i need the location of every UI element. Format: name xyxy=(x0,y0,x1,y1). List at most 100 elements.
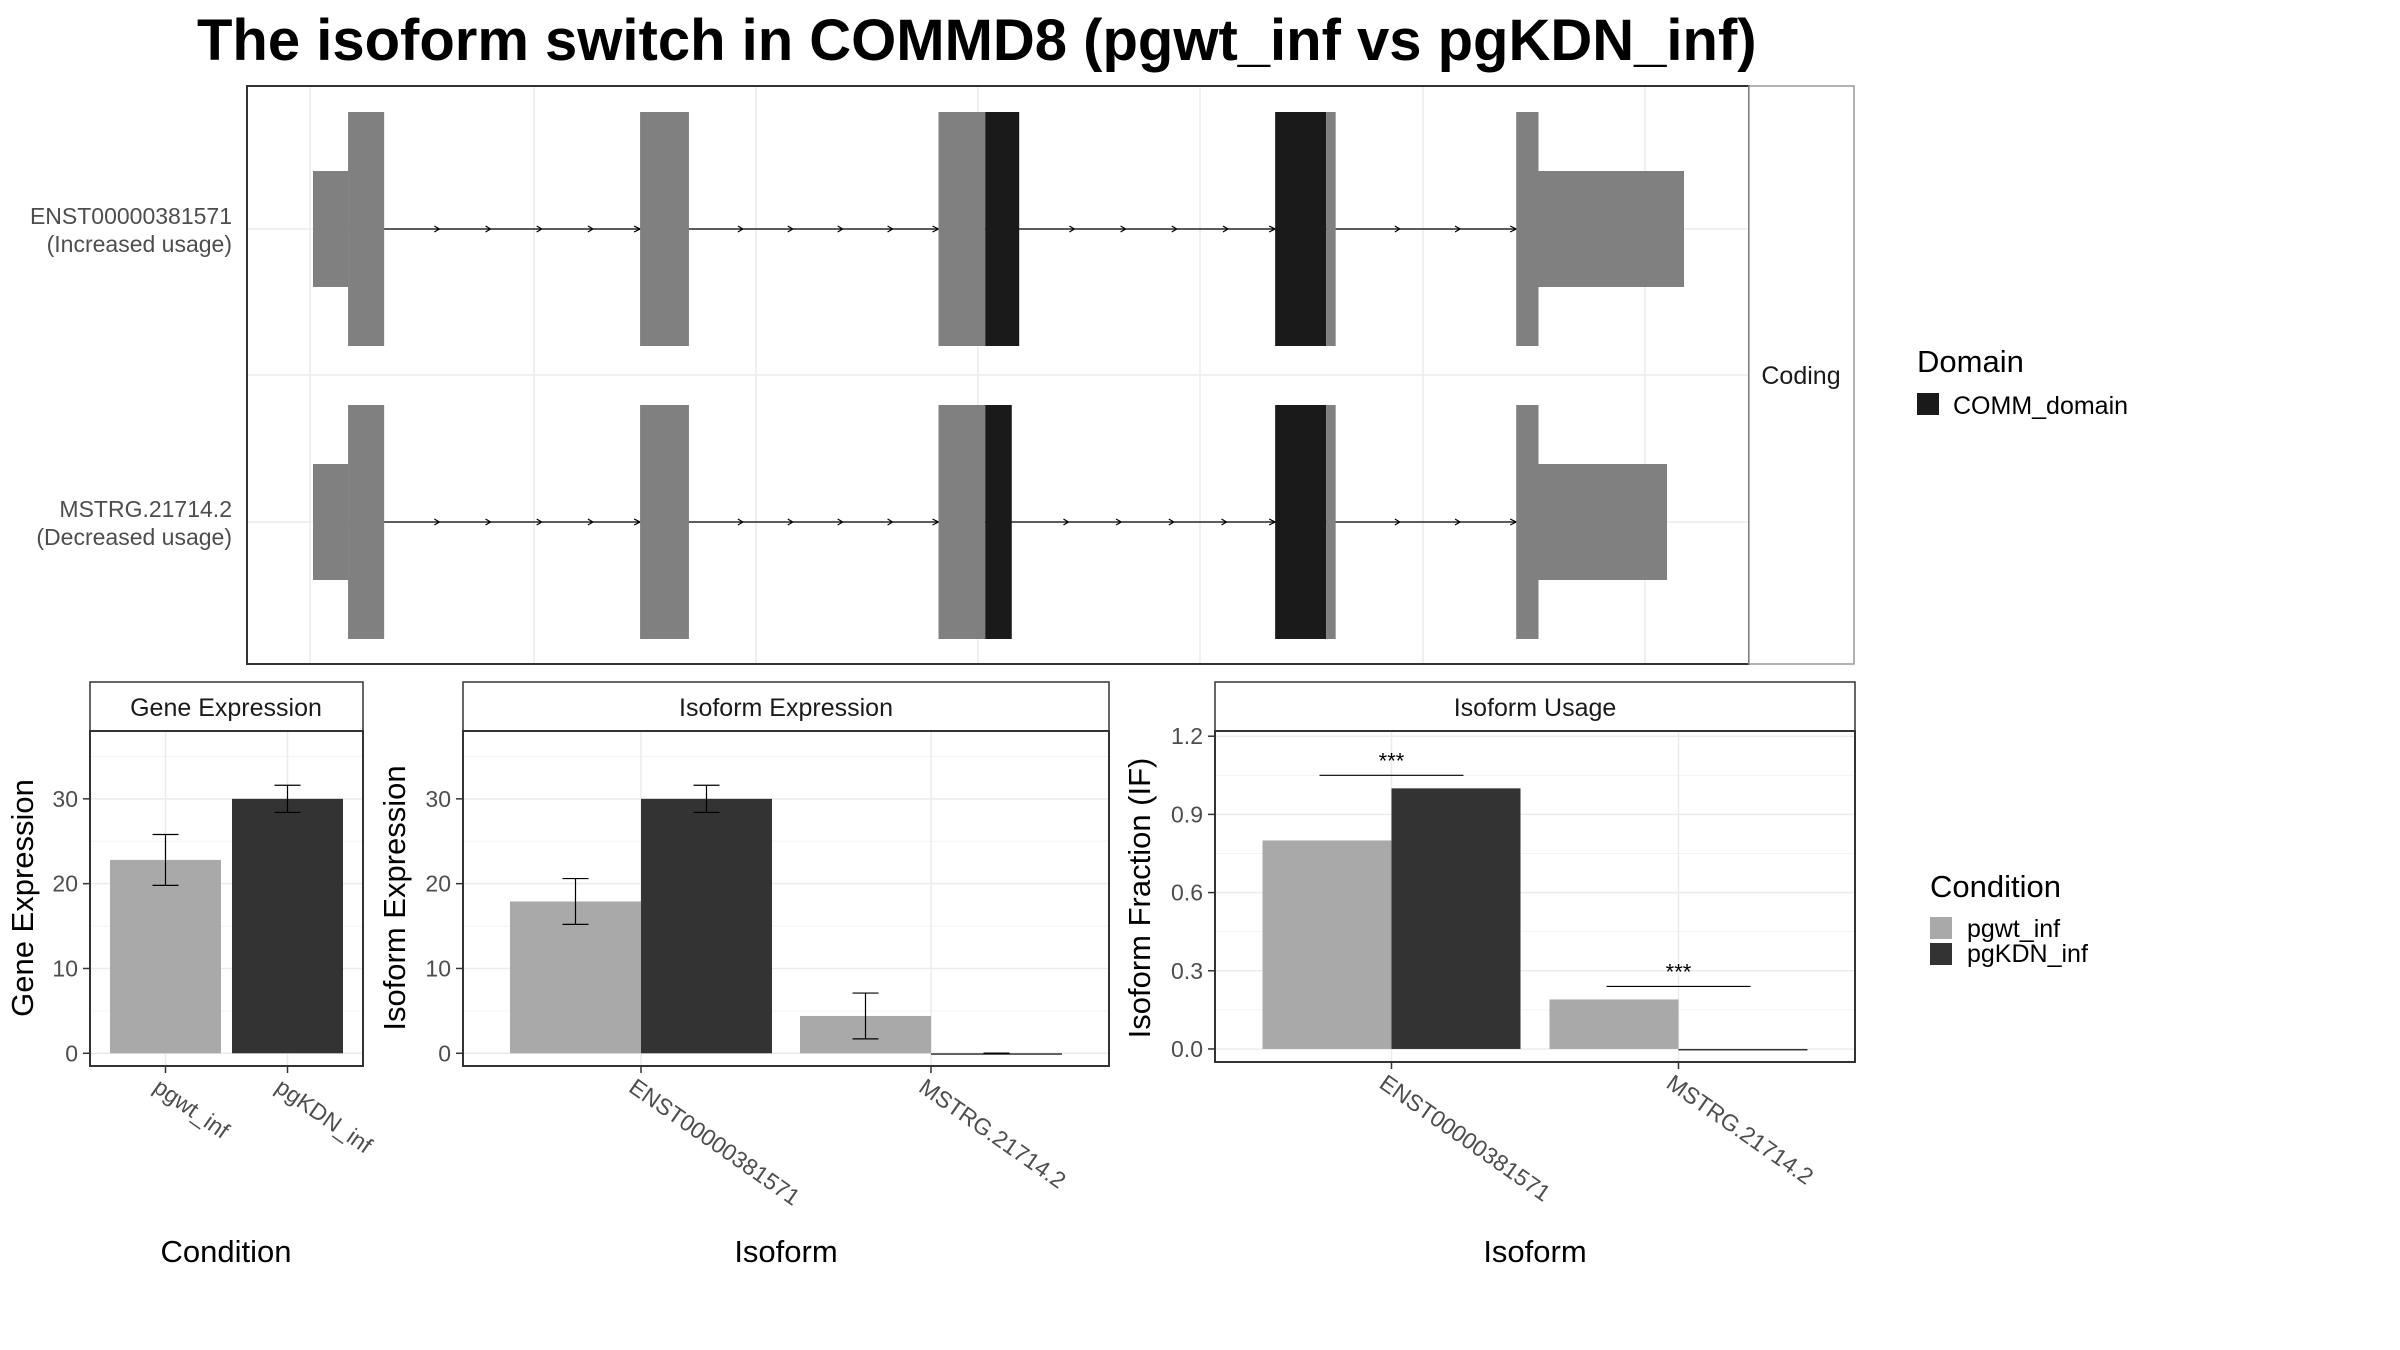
exon-segment-1-2 xyxy=(640,405,689,639)
intron-arrow xyxy=(1069,225,1076,233)
intron-arrow xyxy=(837,518,844,526)
domain-segment-0-5 xyxy=(1275,112,1327,346)
y-tick-label: 1.2 xyxy=(1171,723,1203,749)
y-tick-label: 10 xyxy=(425,955,451,981)
condition-legend-key-pgkdn xyxy=(1930,943,1952,965)
x-tick-label-ENST00000381571: ENST00000381571 xyxy=(625,1073,805,1210)
intron-arrow xyxy=(434,518,441,526)
intron-arrow xyxy=(1454,518,1462,526)
intron-arrow xyxy=(1221,518,1228,526)
condition-legend: Condition pgwt_inf pgKDN_inf xyxy=(1930,869,2088,968)
intron-arrow xyxy=(787,225,794,233)
exon-segment-0-0 xyxy=(313,171,349,287)
y-tick-label: 30 xyxy=(52,786,78,812)
isoform-usage-bars: *** *** xyxy=(1262,748,1808,1051)
x-tick-label-ENST00000381571: ENST00000381571 xyxy=(1375,1069,1555,1206)
intron-arrow xyxy=(737,225,745,233)
transcript-structure-panel: Coding ENST00000381571 (Increased usage)… xyxy=(30,85,1855,665)
exon-segment-0-7 xyxy=(1516,112,1539,346)
exon-segment-1-3 xyxy=(938,405,986,639)
exon-segment-0-2 xyxy=(640,112,689,346)
gene-expression-chart: Gene Expression 0 10 20 30 pgwt_inf pgKDN_inf… xyxy=(5,681,378,1269)
y-tick-label: 0 xyxy=(65,1040,78,1066)
isoform-expression-y-title: Isoform Expression xyxy=(377,765,412,1030)
significance-label-1: *** xyxy=(1666,959,1692,984)
isoform-1-usage-label: (Increased usage) xyxy=(47,231,232,257)
intron-arrow xyxy=(1268,518,1277,526)
gene-expression-panel-border xyxy=(89,730,364,1067)
domain-legend-key xyxy=(1917,393,1939,415)
intron-arrow xyxy=(737,518,745,526)
x-tick-label-pgKDN_inf: pgKDN_inf xyxy=(271,1073,378,1158)
exon-segment-1-8 xyxy=(1538,464,1668,580)
gene-expression-strip-title: Gene Expression xyxy=(130,694,322,722)
y-tick-label: 0.3 xyxy=(1171,958,1203,984)
isoform-expression-chart: Isoform Expression 0 10 20 30 ENST0000038157… xyxy=(377,681,1110,1269)
y-tick-label: 0.9 xyxy=(1171,801,1203,827)
intron-arrow xyxy=(887,225,894,233)
intron-arrow xyxy=(887,518,894,526)
isoform-usage-x-title: Isoform xyxy=(1483,1234,1586,1269)
figure-title: The isoform switch in COMMD8 (pgwt_inf v… xyxy=(197,8,1757,73)
y-tick-label: 20 xyxy=(425,871,451,897)
intron-arrow xyxy=(536,225,543,233)
bar-pgwt_inf-ENST00000381571 xyxy=(510,901,641,1054)
y-tick-label: 10 xyxy=(52,955,78,981)
y-tick-label: 20 xyxy=(52,871,78,897)
bar-pgwt_inf-ENST00000381571 xyxy=(1262,840,1392,1049)
bar-pgKDN_inf-ENST00000381571 xyxy=(1391,788,1521,1049)
isoform-expression-strip xyxy=(462,681,1110,732)
isoform-expression-x-title: Isoform xyxy=(734,1234,837,1269)
domain-segment-0-4 xyxy=(985,112,1020,346)
isoform-expression-panel-border xyxy=(462,730,1110,1067)
intron-arrow xyxy=(587,518,595,526)
intron-arrow xyxy=(1454,225,1462,233)
intron-arrow xyxy=(1222,225,1230,233)
isoform-usage-chart: Isoform Usage *** *** 0.0 0.3 0.6 0.9 1.2 ENST… xyxy=(1122,681,1856,1269)
isoform-usage-panel-border xyxy=(1214,730,1856,1063)
bar-pgKDN_inf-pgKDN_inf xyxy=(232,798,343,1054)
x-tick-label-pgwt_inf: pgwt_inf xyxy=(149,1073,235,1144)
isoform-expression-strip-title: Isoform Expression xyxy=(679,694,893,722)
y-tick-label: 0 xyxy=(438,1040,451,1066)
exon-segment-1-6 xyxy=(1326,405,1336,639)
intron-arrow xyxy=(536,518,543,526)
y-tick-label: 0.0 xyxy=(1171,1036,1203,1062)
intron-arrow xyxy=(1171,225,1178,233)
y-tick-label: 0.6 xyxy=(1171,880,1203,906)
intron-arrow xyxy=(434,225,441,233)
exon-segment-1-7 xyxy=(1516,405,1539,639)
intron-arrow xyxy=(1063,518,1070,526)
intron-arrow xyxy=(485,518,492,526)
significance-label-0: *** xyxy=(1379,748,1405,773)
gene-expression-x-title: Condition xyxy=(161,1234,292,1269)
intron-arrow xyxy=(1394,518,1402,526)
condition-legend-label-pgwt: pgwt_inf xyxy=(1967,915,2060,943)
exon-segment-0-3 xyxy=(938,112,986,346)
isoform-2-id-label: MSTRG.21714.2 xyxy=(59,496,232,522)
domain-segment-1-4 xyxy=(985,405,1012,639)
condition-legend-title: Condition xyxy=(1930,869,2061,904)
domain-legend: Domain COMM_domain xyxy=(1917,344,2128,420)
domain-legend-label: COMM_domain xyxy=(1953,392,2128,420)
intron-arrow xyxy=(1268,225,1277,233)
exon-segment-0-8 xyxy=(1538,171,1684,287)
domain-legend-title: Domain xyxy=(1917,344,2024,379)
isoform-1-id-label: ENST00000381571 xyxy=(30,203,232,229)
condition-legend-label-pgkdn: pgKDN_inf xyxy=(1967,940,2088,968)
x-tick-label-MSTRG.21714.2: MSTRG.21714.2 xyxy=(1662,1069,1818,1189)
y-tick-label: 30 xyxy=(425,786,451,812)
domain-segment-1-5 xyxy=(1275,405,1327,639)
gene-expression-strip xyxy=(89,681,364,732)
intron-arrow xyxy=(837,225,844,233)
isoform-usage-strip-title: Isoform Usage xyxy=(1454,694,1617,722)
intron-arrow xyxy=(1120,225,1127,233)
bar-pgKDN_inf-MSTRG.21714.2 xyxy=(1678,1048,1808,1051)
intron-arrow xyxy=(1115,518,1123,526)
bar-pgKDN_inf-MSTRG.21714.2 xyxy=(931,1053,1062,1055)
intron-arrow xyxy=(1168,518,1175,526)
exon-segment-1-1 xyxy=(348,405,385,639)
bar-pgwt_inf-MSTRG.21714.2 xyxy=(1549,999,1679,1049)
exon-segment-0-6 xyxy=(1326,112,1336,346)
